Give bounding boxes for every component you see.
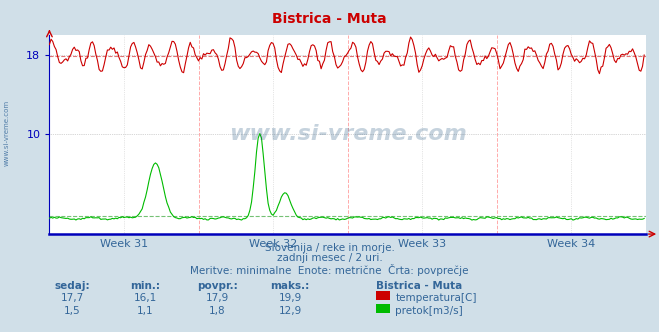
Text: www.si-vreme.com: www.si-vreme.com [3, 100, 9, 166]
Text: 19,9: 19,9 [278, 293, 302, 303]
Text: 1,8: 1,8 [209, 306, 226, 316]
Text: Meritve: minimalne  Enote: metrične  Črta: povprečje: Meritve: minimalne Enote: metrične Črta:… [190, 264, 469, 276]
Text: 12,9: 12,9 [278, 306, 302, 316]
Text: www.si-vreme.com: www.si-vreme.com [229, 124, 467, 144]
Text: Slovenija / reke in morje.: Slovenija / reke in morje. [264, 243, 395, 253]
Text: 17,9: 17,9 [206, 293, 229, 303]
Text: 1,5: 1,5 [64, 306, 81, 316]
Text: sedaj:: sedaj: [55, 281, 90, 290]
Text: 17,7: 17,7 [61, 293, 84, 303]
Text: pretok[m3/s]: pretok[m3/s] [395, 306, 463, 316]
Text: temperatura[C]: temperatura[C] [395, 293, 477, 303]
Text: Bistrica - Muta: Bistrica - Muta [376, 281, 462, 290]
Text: Bistrica - Muta: Bistrica - Muta [272, 12, 387, 26]
Text: maks.:: maks.: [270, 281, 310, 290]
Text: min.:: min.: [130, 281, 160, 290]
Text: 1,1: 1,1 [136, 306, 154, 316]
Text: zadnji mesec / 2 uri.: zadnji mesec / 2 uri. [277, 253, 382, 263]
Text: povpr.:: povpr.: [197, 281, 238, 290]
Text: 16,1: 16,1 [133, 293, 157, 303]
